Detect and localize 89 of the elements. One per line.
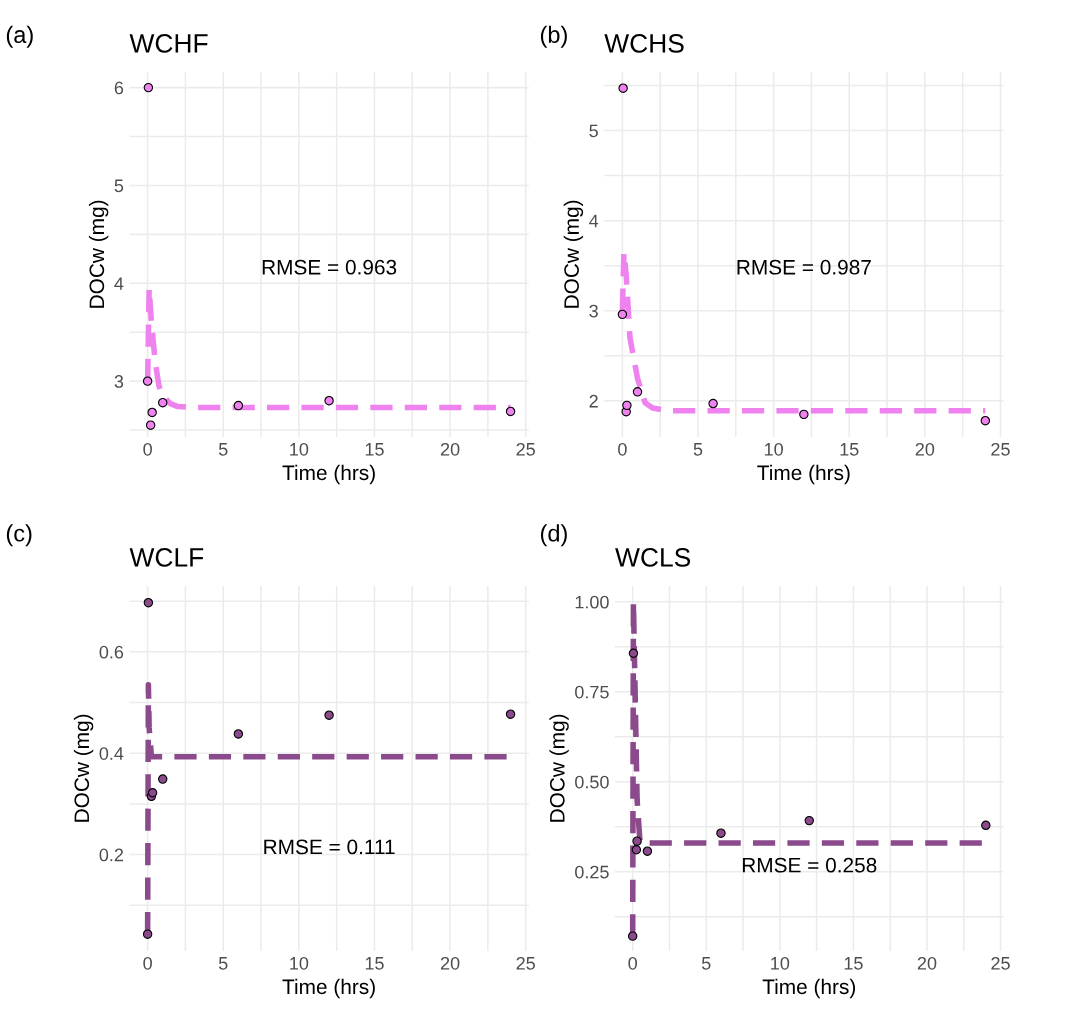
x-tick-label: 20 xyxy=(917,956,937,970)
point xyxy=(143,597,154,608)
point xyxy=(804,815,814,826)
y-tick-label: 0.25 xyxy=(575,865,609,879)
point xyxy=(981,820,991,831)
x-tick-label: 10 xyxy=(771,956,790,970)
x-tick-label: 0 xyxy=(628,956,637,970)
text: (a) xyxy=(6,25,33,48)
y-tick-label: 5 xyxy=(589,124,598,138)
point xyxy=(617,309,628,320)
point xyxy=(145,420,156,430)
x-tick-label: 10 xyxy=(290,956,309,970)
y-tick-label: 0.50 xyxy=(575,775,609,789)
point xyxy=(142,376,153,386)
y-axis-title: DOCw (mg) xyxy=(88,200,109,308)
point xyxy=(628,648,639,658)
x-axis-title: Time (hrs) xyxy=(762,978,856,999)
chart-title: WCHS xyxy=(604,34,684,53)
x-tick-label: 25 xyxy=(516,956,535,970)
x-tick-label: 20 xyxy=(440,956,460,970)
x-tick-label: 25 xyxy=(991,442,1010,456)
point xyxy=(632,387,643,397)
chart-title: WCLS xyxy=(615,548,691,567)
x-tick-label: 0 xyxy=(143,442,152,456)
point xyxy=(158,397,168,408)
text: (b) xyxy=(540,25,567,48)
x-tick-label: 25 xyxy=(516,442,535,456)
y-tick-label: 5 xyxy=(114,179,124,193)
y-tick-label: 0.75 xyxy=(575,685,609,699)
point xyxy=(143,82,154,93)
point xyxy=(324,710,334,720)
point xyxy=(505,406,516,417)
point xyxy=(627,931,638,941)
point xyxy=(158,774,168,784)
y-tick-label: 4 xyxy=(114,277,124,290)
y-tick-label: 6 xyxy=(114,81,124,95)
point xyxy=(716,828,726,838)
point xyxy=(233,400,244,411)
chart-title: WCHF xyxy=(129,34,208,53)
x-tick-label: 15 xyxy=(365,443,384,456)
x-axis-title: Time (hrs) xyxy=(282,464,375,485)
point xyxy=(505,709,516,719)
x-tick-label: 5 xyxy=(218,443,228,456)
x-tick-label: 5 xyxy=(218,957,228,970)
annotation: RMSE = 0.987 xyxy=(737,259,871,275)
point xyxy=(622,400,632,411)
x-tick-label: 15 xyxy=(844,957,863,970)
x-tick-label: 0 xyxy=(618,442,627,456)
annotation: RMSE = 0.963 xyxy=(262,259,397,275)
y-tick-label: 0.2 xyxy=(99,848,124,862)
annotation: RMSE = 0.111 xyxy=(264,839,395,855)
x-tick-label: 0 xyxy=(143,956,152,970)
y-tick-label: 0.4 xyxy=(99,747,124,760)
y-tick-label: 4 xyxy=(589,214,599,228)
x-tick-label: 20 xyxy=(915,442,935,456)
point xyxy=(147,407,157,418)
y-axis-title: DOCw (mg) xyxy=(549,714,569,822)
point xyxy=(642,846,653,856)
y-tick-label: 3 xyxy=(114,375,124,388)
text: (d) xyxy=(540,524,567,547)
x-tick-label: 15 xyxy=(365,957,384,970)
y-tick-label: 3 xyxy=(589,304,598,318)
y-tick-label: 0.6 xyxy=(99,645,124,659)
point xyxy=(799,409,809,420)
x-tick-label: 5 xyxy=(693,443,703,456)
text: (c) xyxy=(6,524,32,547)
point xyxy=(631,845,642,855)
x-tick-label: 25 xyxy=(991,956,1010,970)
y-tick-label: 1.00 xyxy=(575,595,609,609)
x-tick-label: 15 xyxy=(840,443,859,456)
point xyxy=(324,395,334,406)
x-axis-title: Time (hrs) xyxy=(282,978,375,999)
x-tick-label: 10 xyxy=(764,442,783,456)
chart-title: WCLF xyxy=(129,548,204,567)
annotation: RMSE = 0.258 xyxy=(742,857,877,873)
point xyxy=(980,415,991,426)
point xyxy=(142,929,153,939)
y-axis-title: DOCw (mg) xyxy=(563,200,584,308)
x-tick-label: 5 xyxy=(701,957,711,970)
point xyxy=(233,729,244,739)
point xyxy=(632,836,642,846)
point xyxy=(708,398,718,409)
point xyxy=(618,83,628,93)
x-axis-title: Time (hrs) xyxy=(757,464,850,485)
y-axis-title: DOCw (mg) xyxy=(73,714,94,822)
y-tick-label: 2 xyxy=(589,394,598,408)
x-tick-label: 10 xyxy=(290,442,309,456)
point xyxy=(147,788,158,798)
x-tick-label: 20 xyxy=(440,442,460,456)
